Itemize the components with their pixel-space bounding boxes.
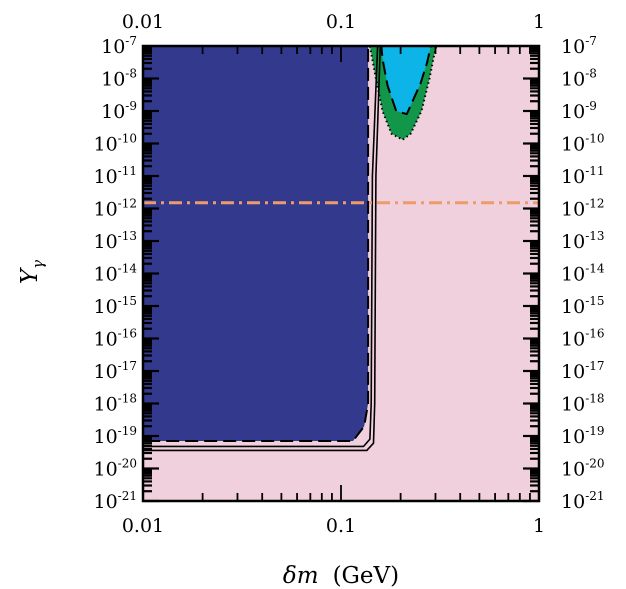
x-tick-label: 0.01	[122, 515, 164, 537]
curves	[143, 46, 539, 452]
y-tick-label-right: 10-10	[561, 132, 605, 156]
y-tick-label-right: 10-19	[561, 424, 605, 448]
y-tick-label-left: 10-15	[93, 294, 137, 318]
y-tick-label-left: 10-16	[93, 327, 137, 351]
x-tick-label: 1	[533, 515, 545, 537]
y-tick-label-left: 10-21	[93, 489, 137, 513]
y-tick-label-left: 10-11	[93, 164, 137, 188]
y-tick-label-left: 10-12	[93, 197, 137, 221]
y-axis-title: Yγ	[17, 260, 47, 284]
region-2	[380, 46, 432, 116]
x-tick-label-top: 0.1	[326, 11, 356, 33]
y-tick-label-right: 10-15	[561, 294, 605, 318]
y-tick-label-left: 10-19	[93, 424, 137, 448]
x-tick-label: 0.1	[326, 515, 356, 537]
regions	[143, 46, 438, 442]
curve-0	[143, 46, 382, 452]
x-axis-unit: (GeV)	[333, 563, 400, 589]
y-tick-label-right: 10-17	[561, 359, 605, 383]
y-tick-label-right: 10-12	[561, 197, 605, 221]
y-tick-label-left: 10-8	[101, 67, 137, 91]
tick-labels: 0.01 0.01 0.1 0.1 1 1 10-7 10-7 10-8 10-8 10-9 10-9…	[93, 11, 604, 537]
y-tick-label-left: 10-13	[93, 229, 137, 253]
y-tick-label-right: 10-20	[561, 457, 605, 481]
y-tick-label-left: 10-14	[93, 262, 137, 286]
y-tick-label-right: 10-21	[561, 489, 605, 513]
y-tick-label-right: 10-8	[561, 67, 597, 91]
y-tick-label-right: 10-14	[561, 262, 605, 286]
y-tick-label-left: 10-18	[93, 392, 137, 416]
plot-frame	[141, 44, 541, 503]
y-tick-label-right: 10-16	[561, 327, 605, 351]
ticks	[142, 46, 539, 503]
y-tick-label-right: 10-13	[561, 229, 605, 253]
y-tick-label-right: 10-18	[561, 392, 605, 416]
x-tick-label-top: 0.01	[122, 11, 164, 33]
x-axis-title: δm (GeV)	[283, 563, 399, 589]
y-tick-label-left: 10-20	[93, 457, 137, 481]
x-axis-symbol: δm	[283, 563, 319, 589]
y-tick-label-left: 10-10	[93, 132, 137, 156]
y-tick-label-left: 10-9	[101, 99, 137, 123]
y-tick-label-right: 10-9	[561, 99, 597, 123]
y-tick-label-left: 10-7	[101, 34, 137, 58]
curve-1	[143, 46, 379, 448]
y-tick-label-left: 10-17	[93, 359, 137, 383]
x-tick-label-top: 1	[533, 11, 545, 33]
y-axis-symbol: Y	[17, 266, 43, 284]
y-tick-label-right: 10-11	[561, 164, 605, 188]
y-tick-label-right: 10-7	[561, 34, 597, 58]
y-axis-subscript: γ	[29, 260, 47, 269]
region-0	[143, 46, 370, 442]
